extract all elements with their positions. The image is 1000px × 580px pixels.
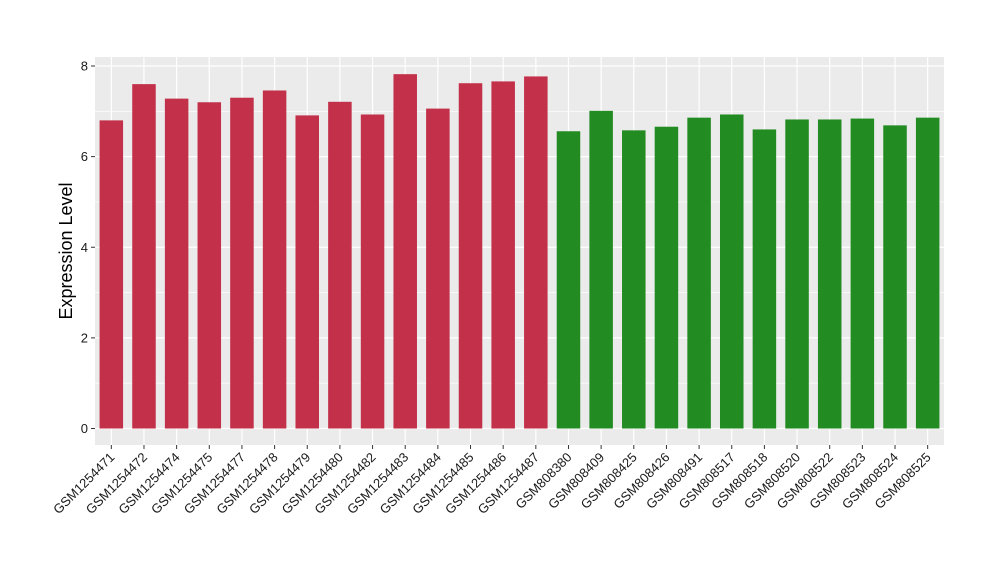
y-tick-label: 0 [81,421,88,436]
bar-GSM1254472 [132,84,156,429]
bar-GSM1254480 [328,101,352,429]
y-tick-label: 8 [81,59,88,74]
bars [99,74,940,429]
bar-GSM1254471 [99,120,124,429]
bar-GSM1254477 [230,97,254,429]
x-axis: GSM1254471GSM1254472GSM1254474GSM1254475… [50,445,934,517]
bar-GSM808426 [654,126,679,429]
bar-GSM1254484 [426,108,450,429]
bar-GSM1254478 [262,90,287,429]
bar-GSM808525 [915,117,940,429]
bar-GSM1254485 [458,83,483,429]
bar-GSM808524 [883,125,907,429]
plot-panel [95,57,944,445]
bar-GSM808522 [817,119,842,429]
bar-GSM1254486 [491,81,515,429]
bar-GSM808518 [752,129,777,429]
bar-GSM1254474 [164,98,189,429]
bar-GSM808380 [556,131,581,429]
y-tick-label: 2 [81,330,88,345]
bar-GSM808409 [589,110,613,429]
bar-GSM1254483 [393,74,417,429]
bar-GSM1254487 [524,76,548,429]
bar-GSM808517 [719,114,744,429]
bar-GSM1254479 [295,115,320,429]
y-axis-title: Expression Level [56,182,76,319]
bar-GSM808425 [622,130,646,429]
bar-GSM808491 [687,117,711,429]
bar-GSM808520 [785,119,809,429]
bar-GSM1254475 [197,102,222,429]
y-axis: 0 2 4 6 8 [81,59,95,436]
bar-GSM808523 [850,118,875,429]
y-tick-label: 4 [81,240,88,255]
y-tick-label: 6 [81,149,88,164]
bar-GSM1254482 [360,114,385,429]
